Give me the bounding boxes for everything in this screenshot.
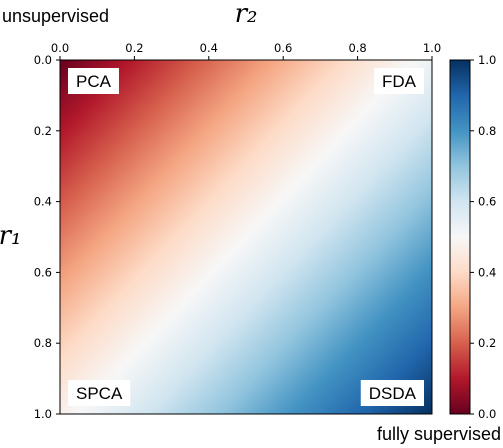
x-tick-label: 0.8 [348, 41, 366, 55]
colorbar-ticks: 0.0 0.2 0.4 0.6 0.8 1.0 [470, 53, 496, 421]
colorbar-tick-label: 0.6 [478, 195, 496, 209]
x-tick-label: 1.0 [423, 41, 441, 55]
annotation-box [68, 380, 131, 406]
annotation-dsda: DSDA [360, 380, 424, 406]
y-tick-label: 0.2 [34, 124, 52, 138]
annotation-pca: PCA [68, 68, 119, 94]
colorbar-tick-label: 0.0 [478, 407, 496, 421]
y-tick-label: 0.4 [34, 195, 52, 209]
annotation-spca: SPCA [68, 380, 131, 406]
colorbar-tick-label: 0.2 [478, 336, 496, 350]
y-tick-label: 0.0 [34, 53, 52, 67]
annotation-box [360, 380, 424, 406]
y-tick-label: 0.8 [34, 336, 52, 350]
colorbar [449, 59, 471, 415]
x-tick-label: 0.4 [200, 41, 218, 55]
y-tick-label: 0.6 [34, 265, 52, 279]
corner-annotations: PCA FDA SPCA DSDA [68, 68, 424, 406]
x-axis-label: r₂ [235, 0, 258, 29]
x-axis-ticks: 0.0 0.2 0.4 0.6 0.8 1.0 [51, 41, 441, 60]
plot-frame [59, 59, 433, 415]
y-axis-label: r₁ [0, 221, 21, 251]
unsupervised-label: unsupervised [2, 6, 109, 26]
heatmap-area [60, 60, 432, 414]
annotation-label: SPCA [76, 384, 123, 403]
x-tick-label: 0.0 [51, 41, 69, 55]
annotation-fda: FDA [374, 68, 424, 94]
annotation-label: DSDA [369, 384, 417, 403]
colorbar-tick-label: 0.8 [478, 124, 496, 138]
annotation-label: FDA [382, 72, 417, 91]
x-tick-label: 0.2 [125, 41, 143, 55]
fully-supervised-label: fully supervised [377, 424, 501, 444]
colorbar-tick-label: 0.4 [478, 265, 496, 279]
y-axis-ticks: 0.0 0.2 0.4 0.6 0.8 1.0 [34, 53, 60, 421]
x-tick-label: 0.6 [274, 41, 292, 55]
annotation-box [374, 68, 424, 94]
annotation-box [68, 68, 119, 94]
annotation-label: PCA [76, 72, 112, 91]
colorbar-tick-label: 1.0 [478, 53, 496, 67]
y-tick-label: 1.0 [34, 407, 52, 421]
